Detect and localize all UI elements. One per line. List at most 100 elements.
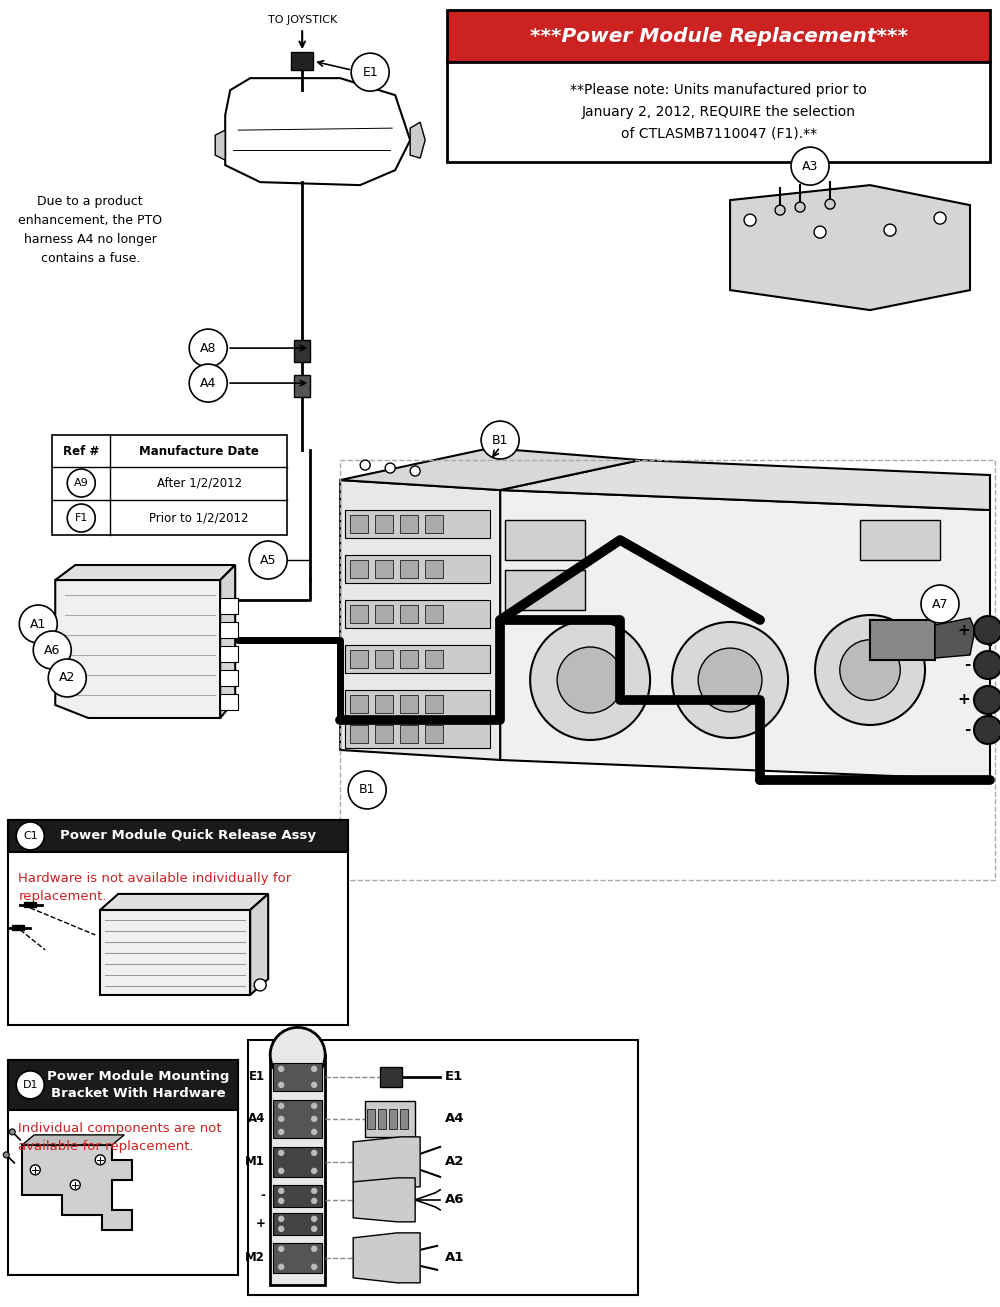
Bar <box>400 515 418 533</box>
Polygon shape <box>353 1233 420 1283</box>
Text: Due to a product
enhancement, the PTO
harness A4 no longer
contains a fuse.: Due to a product enhancement, the PTO ha… <box>18 195 162 265</box>
Text: D1: D1 <box>23 1080 38 1090</box>
Polygon shape <box>500 460 990 510</box>
Bar <box>350 605 368 623</box>
Circle shape <box>974 716 1000 744</box>
Text: After 1/2/2012: After 1/2/2012 <box>157 477 242 490</box>
Circle shape <box>279 1168 284 1174</box>
Text: -: - <box>964 723 970 737</box>
Bar <box>447 63 990 162</box>
Bar <box>220 646 238 663</box>
Text: A6: A6 <box>44 643 60 656</box>
Circle shape <box>312 1226 317 1231</box>
Bar <box>291 52 313 71</box>
Bar <box>345 600 490 627</box>
Text: A6: A6 <box>445 1193 465 1206</box>
Circle shape <box>16 822 44 850</box>
Text: TO JOYSTICK: TO JOYSTICK <box>268 16 337 25</box>
Circle shape <box>189 329 227 367</box>
Circle shape <box>921 586 959 623</box>
Circle shape <box>557 647 623 714</box>
Circle shape <box>279 1116 284 1121</box>
Bar <box>8 1060 238 1110</box>
Text: A2: A2 <box>59 672 75 685</box>
Circle shape <box>279 1150 284 1155</box>
Text: E1: E1 <box>362 65 378 78</box>
Bar <box>248 1040 638 1295</box>
Circle shape <box>312 1217 317 1221</box>
Bar <box>24 902 36 907</box>
Bar <box>447 10 990 63</box>
Circle shape <box>974 686 1000 714</box>
Bar <box>425 695 443 714</box>
Bar <box>220 599 238 614</box>
Circle shape <box>360 460 370 471</box>
Circle shape <box>48 659 86 697</box>
Bar <box>345 555 490 583</box>
Circle shape <box>312 1150 317 1155</box>
Circle shape <box>312 1264 317 1269</box>
Circle shape <box>279 1188 284 1193</box>
Polygon shape <box>220 565 235 718</box>
Bar <box>350 559 368 578</box>
Text: A2: A2 <box>445 1155 465 1168</box>
Circle shape <box>312 1067 317 1072</box>
Circle shape <box>270 1027 325 1082</box>
Bar <box>425 725 443 742</box>
Polygon shape <box>935 618 975 657</box>
Text: A1: A1 <box>30 617 46 630</box>
Polygon shape <box>55 580 220 718</box>
Bar <box>400 559 418 578</box>
Bar <box>350 650 368 668</box>
Bar <box>273 1063 322 1091</box>
Bar <box>273 1100 322 1138</box>
Text: Prior to 1/2/2012: Prior to 1/2/2012 <box>149 511 249 524</box>
Text: -: - <box>964 657 970 673</box>
Circle shape <box>279 1082 284 1087</box>
Bar <box>350 695 368 714</box>
Bar <box>425 605 443 623</box>
Bar <box>220 694 238 710</box>
Bar <box>220 670 238 686</box>
Bar <box>378 1108 386 1129</box>
Polygon shape <box>353 1137 420 1187</box>
Circle shape <box>249 541 287 579</box>
Bar <box>425 515 443 533</box>
Text: E1: E1 <box>445 1070 463 1084</box>
Circle shape <box>189 365 227 403</box>
Bar <box>375 695 393 714</box>
Bar <box>367 1108 375 1129</box>
Circle shape <box>698 648 762 712</box>
Polygon shape <box>225 78 410 186</box>
Text: **Please note: Units manufactured prior to
January 2, 2012, REQUIRE the selectio: **Please note: Units manufactured prior … <box>570 84 867 141</box>
Circle shape <box>530 620 650 740</box>
Text: A1: A1 <box>445 1251 465 1264</box>
Circle shape <box>312 1199 317 1204</box>
Circle shape <box>279 1226 284 1231</box>
Circle shape <box>279 1129 284 1134</box>
Circle shape <box>481 421 519 459</box>
Polygon shape <box>22 1134 124 1145</box>
Polygon shape <box>250 894 268 995</box>
Text: ***Power Module Replacement***: ***Power Module Replacement*** <box>530 26 908 46</box>
Bar <box>8 1060 238 1274</box>
Circle shape <box>279 1199 284 1204</box>
Circle shape <box>825 199 835 209</box>
Circle shape <box>312 1247 317 1251</box>
Circle shape <box>279 1217 284 1221</box>
Bar <box>220 622 238 638</box>
Bar <box>350 725 368 742</box>
Circle shape <box>95 1155 105 1165</box>
Bar <box>12 925 24 929</box>
Bar <box>380 1067 402 1087</box>
Bar <box>375 725 393 742</box>
Circle shape <box>254 979 266 991</box>
Text: A7: A7 <box>932 597 948 610</box>
Bar <box>400 695 418 714</box>
Bar <box>273 1185 322 1206</box>
Circle shape <box>70 1180 80 1189</box>
Polygon shape <box>500 490 990 780</box>
Circle shape <box>312 1129 317 1134</box>
Circle shape <box>775 205 785 216</box>
Text: M2: M2 <box>245 1251 265 1264</box>
